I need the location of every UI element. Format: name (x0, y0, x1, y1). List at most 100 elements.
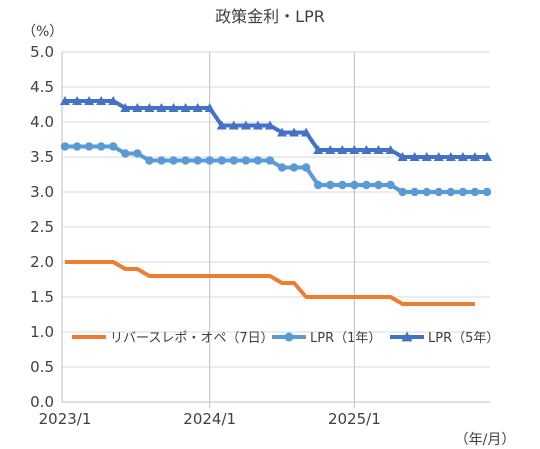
grid (62, 51, 490, 368)
y-tick-label: 4.5 (30, 78, 54, 96)
legend-marker (284, 332, 294, 342)
data-point (252, 120, 263, 130)
legend-marker (401, 331, 413, 342)
data-point (422, 187, 431, 197)
data-point (457, 152, 468, 161)
plot-area (60, 96, 492, 306)
data-point (349, 145, 360, 154)
data-point (241, 156, 251, 165)
data-point (277, 163, 287, 172)
data-point (264, 120, 275, 130)
data-point (397, 152, 408, 161)
data-point (326, 180, 335, 190)
data-point (144, 103, 155, 112)
y-tick-label: 3.5 (30, 148, 54, 166)
data-point (192, 103, 203, 112)
data-point (313, 145, 324, 154)
data-point (96, 96, 107, 105)
data-point (446, 187, 456, 197)
x-tick-label: 2025/1 (328, 410, 381, 428)
data-point (157, 156, 166, 165)
data-point (289, 163, 299, 172)
data-point (362, 180, 371, 190)
data-point (350, 180, 359, 190)
y-tick-label: 2.0 (30, 253, 54, 271)
data-point (265, 156, 275, 165)
data-point (145, 156, 154, 165)
data-point (410, 187, 419, 197)
y-tick-label: 1.0 (30, 323, 54, 341)
data-point (120, 103, 131, 112)
chart-title: 政策金利・LPR (215, 7, 325, 26)
data-point (277, 127, 288, 137)
data-point (205, 156, 214, 165)
data-point (361, 145, 372, 154)
data-point (338, 180, 347, 190)
data-point (374, 180, 383, 190)
y-tick-label: 0.5 (30, 358, 54, 376)
legend-item: LPR（5年） (390, 331, 499, 346)
legend-label: LPR（1年） (310, 331, 381, 346)
data-point (180, 103, 191, 112)
series-line (65, 260, 475, 306)
data-point (445, 152, 456, 161)
data-point (216, 120, 227, 130)
data-point (133, 149, 142, 158)
data-point (253, 156, 263, 165)
data-point (228, 120, 239, 130)
data-point (421, 152, 432, 161)
series-3 (60, 96, 492, 161)
data-point (84, 96, 95, 105)
y-tick-label: 2.5 (30, 218, 54, 236)
data-point (132, 103, 143, 112)
data-point (121, 149, 130, 158)
data-point (325, 145, 336, 154)
data-point (373, 145, 384, 154)
data-point (301, 127, 312, 137)
data-point (240, 120, 251, 130)
data-point (60, 96, 70, 105)
x-axis-unit: （年/月） (455, 432, 516, 448)
data-point (470, 187, 480, 197)
data-point (168, 103, 179, 112)
legend: リバースレポ・オペ（7日） LPR（1年） LPR（5年） (72, 331, 499, 346)
data-point (108, 96, 119, 105)
series-1 (65, 260, 475, 306)
data-point (469, 152, 480, 161)
data-point (314, 180, 323, 190)
data-point (217, 156, 226, 165)
data-point (204, 103, 215, 112)
series-2 (60, 142, 492, 197)
data-point (60, 142, 70, 151)
y-tick-label: 3.0 (30, 183, 54, 201)
x-tick-label: 2023/1 (39, 410, 92, 428)
axes: 0.0 0.5 1.0 1.5 2.0 2.5 3.0 3.5 4.0 4.5 5.0 2023/1 2… (30, 43, 490, 428)
data-point (409, 152, 420, 161)
legend-item: リバースレポ・オペ（7日） (72, 331, 274, 346)
data-point (96, 142, 106, 151)
data-point (72, 96, 83, 105)
legend-label: リバースレポ・オペ（7日） (110, 331, 274, 346)
data-point (386, 180, 395, 190)
data-point (84, 142, 94, 151)
data-point (337, 145, 348, 154)
data-point (482, 187, 492, 197)
y-tick-label: 4.0 (30, 113, 54, 131)
data-point (109, 142, 118, 151)
data-point (156, 103, 167, 112)
x-tick-label: 2024/1 (183, 410, 236, 428)
data-point (301, 163, 311, 172)
y-tick-label: 0.0 (30, 393, 54, 411)
data-point (169, 156, 178, 165)
data-point (193, 156, 202, 165)
data-point (434, 187, 443, 197)
data-point (433, 152, 444, 161)
y-axis-unit: （%） (22, 24, 63, 40)
data-point (289, 127, 300, 137)
y-tick-label: 5.0 (30, 43, 54, 61)
data-point (482, 152, 492, 161)
data-point (385, 145, 396, 154)
legend-label: LPR（5年） (428, 331, 499, 346)
y-tick-label: 1.5 (30, 288, 54, 306)
